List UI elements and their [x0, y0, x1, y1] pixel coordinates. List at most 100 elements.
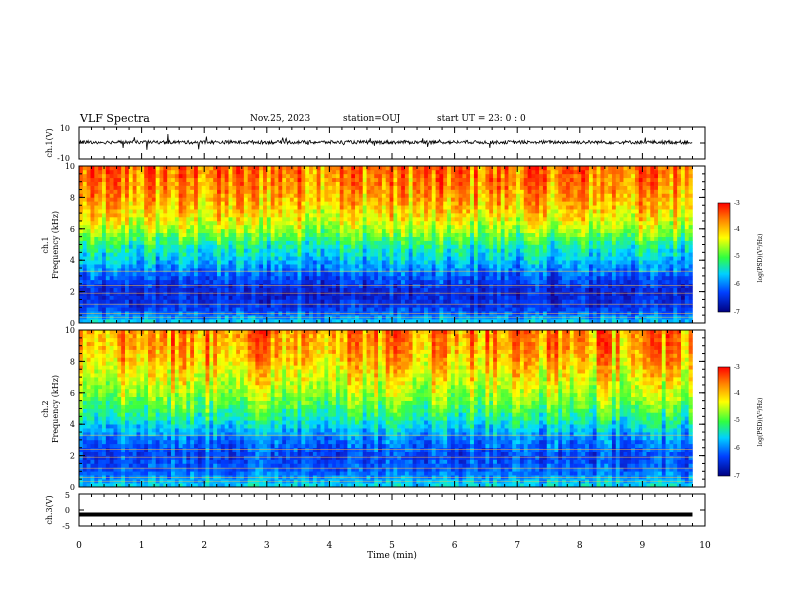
spectrogram-cell [427, 177, 433, 182]
spectrogram-cell [401, 232, 406, 237]
spectrogram-cell [397, 209, 402, 214]
spectrogram-cell [493, 240, 498, 245]
spectrogram-cell [102, 307, 107, 312]
spectrogram-cell [217, 268, 222, 273]
spectrogram-cell [408, 271, 413, 277]
spectrogram-cell [109, 256, 114, 261]
spectrogram-cell [117, 224, 122, 230]
spectrogram-cell [374, 177, 379, 182]
spectrogram-cell [140, 248, 145, 253]
spectrogram-cell [489, 205, 494, 210]
spectrogram-cell [462, 264, 467, 269]
spectrogram-cell [347, 181, 352, 186]
spectrogram-cell [82, 275, 87, 281]
spectrogram-cell [316, 193, 321, 198]
spectrogram-cell [343, 264, 348, 269]
spectrogram-cell [320, 181, 325, 186]
spectrogram-cell [485, 275, 490, 281]
spectrogram-cell [408, 283, 413, 288]
spectrogram-cell [132, 236, 137, 241]
spectrogram-cell [121, 275, 126, 281]
spectrogram-cell [324, 279, 329, 285]
spectrogram-cell [431, 264, 436, 269]
spectrogram-cell [297, 291, 302, 296]
spectrogram-cell [117, 189, 122, 194]
spectrogram-cell [205, 220, 210, 226]
spectrogram-cell [351, 213, 356, 218]
spectrogram-cell [297, 256, 302, 261]
spectrogram-cell [496, 173, 502, 179]
spectrogram-cell [477, 181, 482, 186]
spectrogram-cell [194, 260, 199, 265]
spectrogram-cell [140, 177, 145, 182]
spectrogram-cell [240, 283, 245, 288]
spectrogram-cell [270, 185, 275, 190]
spectrogram-cell [335, 291, 341, 296]
spectrogram-cell [355, 299, 360, 304]
spectrogram-cell [355, 295, 360, 300]
spectrogram-cell [86, 181, 91, 186]
spectrogram-cell [370, 256, 375, 261]
spectrogram-cell [466, 185, 471, 190]
spectrogram-cell [496, 256, 502, 261]
spectrogram-cell [397, 181, 402, 186]
spectrogram-cell [343, 193, 348, 198]
spectrogram-cell [328, 224, 333, 230]
spectrogram-cell [523, 287, 528, 292]
spectrogram-cell [274, 319, 279, 324]
spectrogram-cell [255, 268, 260, 273]
spectrogram-cell [408, 224, 413, 230]
spectrogram-cell [159, 275, 164, 281]
spectrogram-cell [362, 256, 367, 261]
spectrogram-cell [274, 220, 279, 226]
spectrogram-cell [362, 201, 367, 206]
spectrogram-cell [389, 169, 394, 175]
spectrogram-cell [213, 240, 218, 245]
spectrogram-cell [412, 193, 417, 198]
spectrogram-cell [378, 185, 383, 190]
spectrogram-cell [516, 217, 521, 222]
spectrogram-cell [228, 287, 233, 292]
spectrogram-cell [82, 169, 87, 175]
spectrogram-cell [523, 169, 528, 175]
spectrogram-cell [178, 307, 183, 312]
spectrogram-cell [278, 279, 283, 285]
spectrogram-cell [136, 213, 141, 218]
spectrogram-cell [542, 260, 548, 265]
spectrogram-cell [447, 283, 452, 288]
spectrogram-cell [270, 240, 275, 245]
spectrogram-cell [289, 303, 295, 308]
spectrogram-cell [243, 209, 248, 214]
spectrogram-cell [159, 193, 164, 198]
spectrogram-cell [282, 283, 287, 288]
spectrogram-cell [266, 220, 272, 226]
spectrogram-cell [535, 256, 540, 261]
spectrogram-cell [516, 185, 521, 190]
spectrogram-cell [439, 275, 444, 281]
spectrogram-cell [420, 291, 425, 296]
spectrogram-cell [301, 291, 306, 296]
spectrogram-cell [86, 169, 91, 175]
spectrogram-cell [270, 248, 275, 253]
spectrogram-cell [155, 240, 160, 245]
spectrogram-cell [136, 256, 141, 261]
spectrogram-cell [397, 287, 402, 292]
spectrogram-cell [458, 166, 463, 171]
spectrogram-cell [309, 287, 314, 292]
spectrogram-cell [401, 236, 406, 241]
spectrogram-cell [289, 224, 295, 230]
spectrogram-cell [263, 295, 268, 300]
spectrogram-cell [182, 271, 187, 277]
spectrogram-cell [328, 205, 333, 210]
spectrogram-cell [470, 248, 475, 253]
spectrogram-cell [151, 224, 156, 230]
spectrogram-cell [186, 248, 191, 253]
spectrogram-cell [343, 279, 348, 285]
spectrogram-cell [167, 271, 172, 277]
spectrogram-cell [293, 209, 298, 214]
spectrogram-cell [347, 244, 352, 249]
spectrogram-cell [148, 205, 153, 210]
spectrogram-cell [278, 166, 283, 171]
spectrogram-cell [274, 189, 279, 194]
spectrogram-cell [362, 220, 367, 226]
